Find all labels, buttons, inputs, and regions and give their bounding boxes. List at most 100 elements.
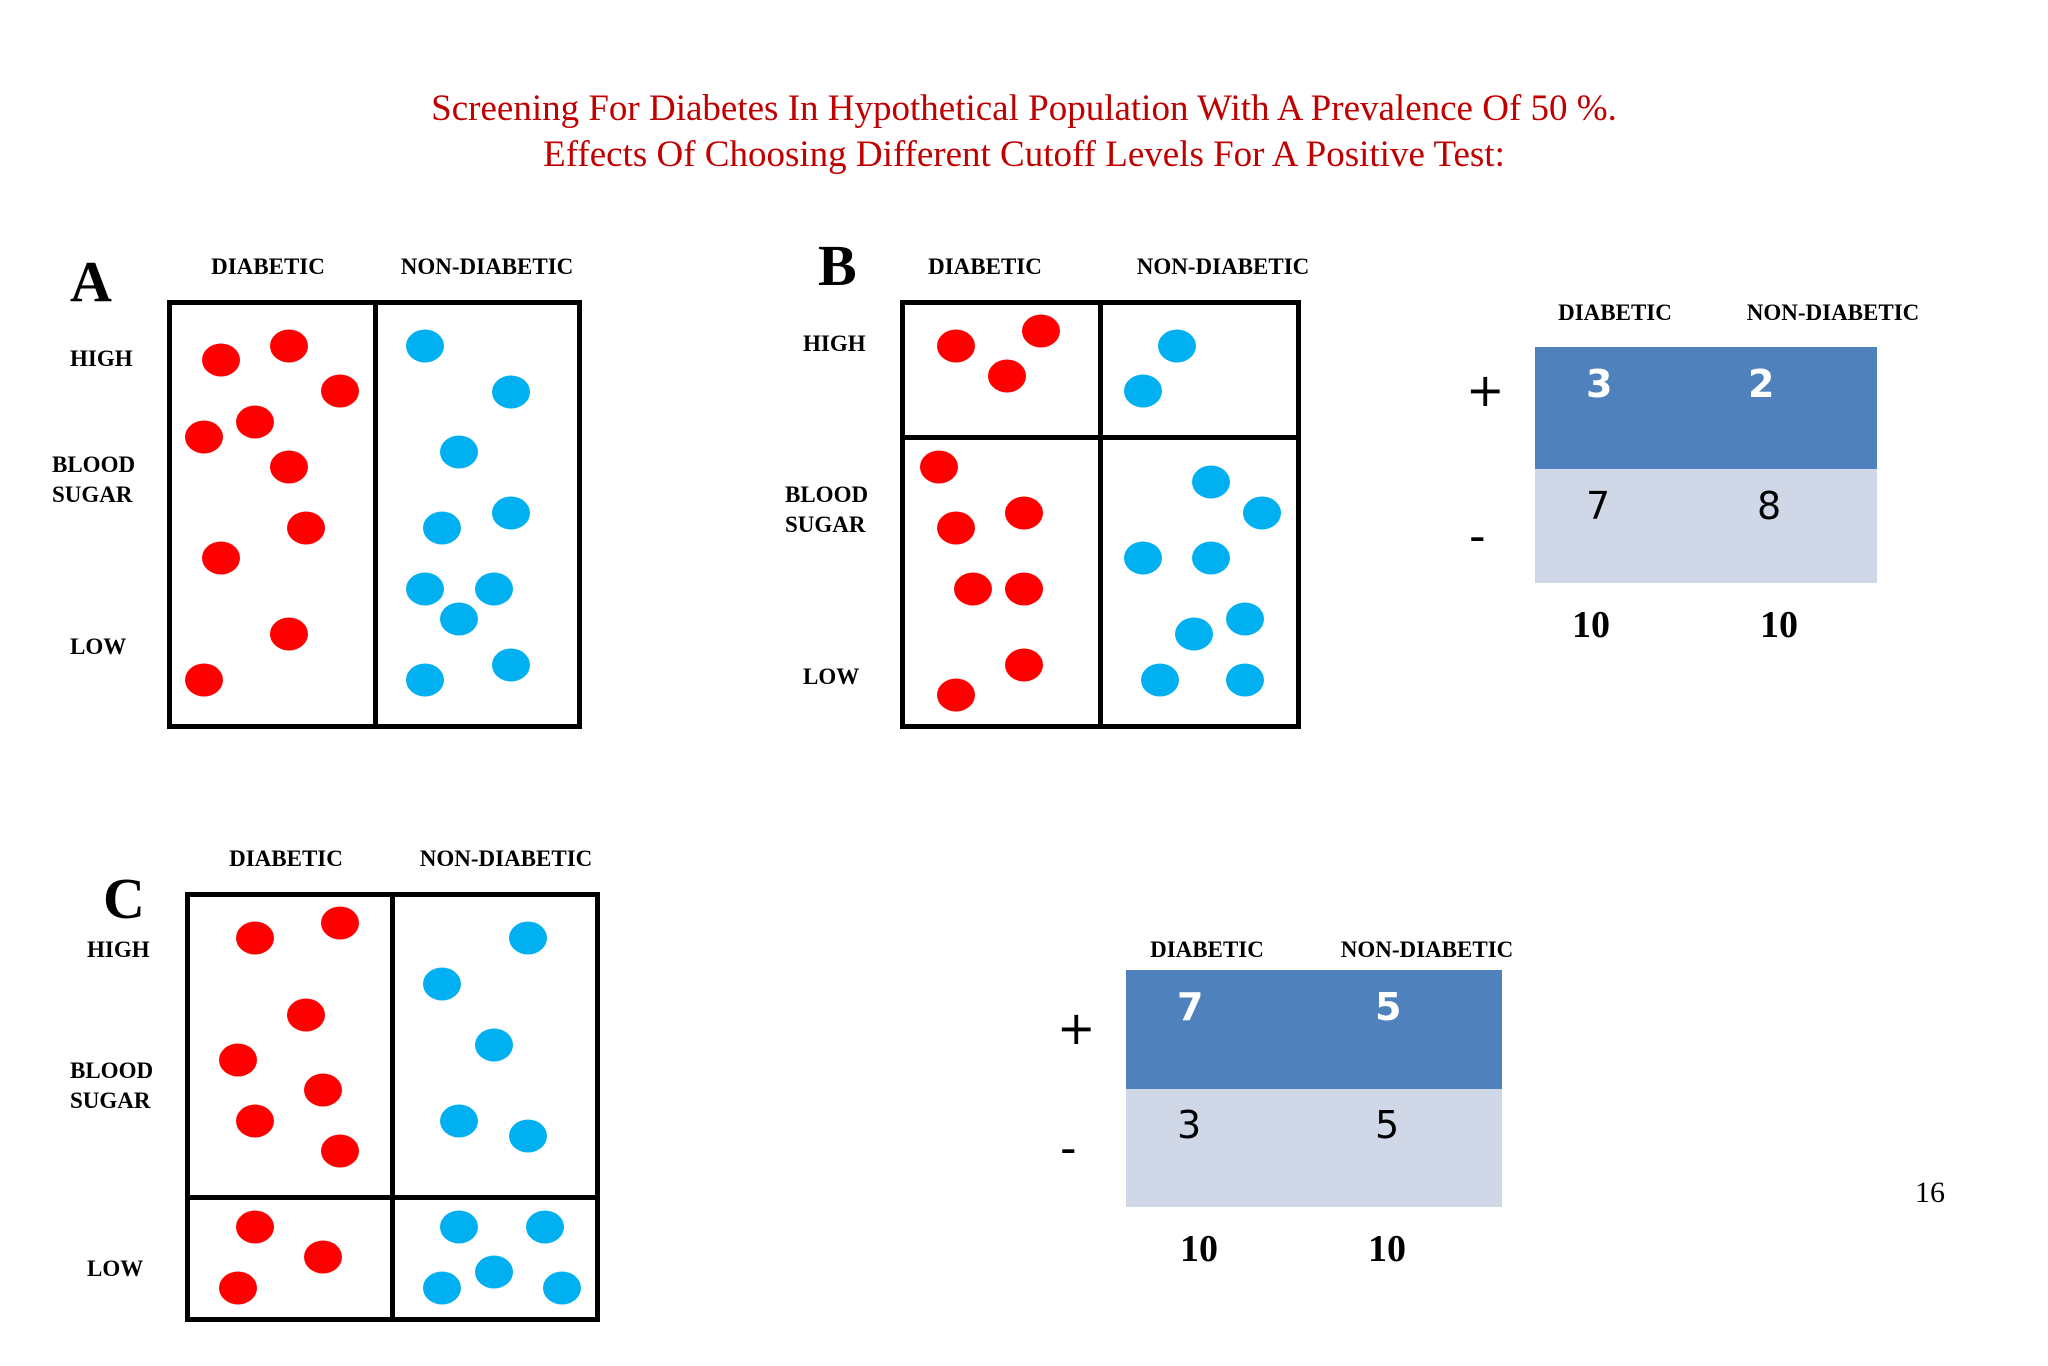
non-diabetic-dot — [406, 663, 444, 697]
panel-b-false-negative: 7 — [1586, 484, 1611, 528]
non-diabetic-dot — [406, 329, 444, 363]
non-diabetic-dot — [440, 435, 478, 469]
diabetic-dot — [937, 329, 975, 363]
non-diabetic-dot — [492, 496, 530, 530]
panel-b-negative-sign: - — [1469, 509, 1486, 563]
non-diabetic-dot — [1124, 541, 1162, 575]
panel-c-non-diabetic-header: NON-DIABETIC — [419, 846, 593, 871]
slide-title-line-2: Effects Of Choosing Different Cutoff Lev… — [543, 134, 1505, 175]
diabetic-dot — [937, 511, 975, 545]
non-diabetic-dot — [1192, 465, 1230, 499]
non-diabetic-dot — [475, 572, 513, 606]
non-diabetic-dot — [492, 375, 530, 409]
non-diabetic-dot — [475, 1028, 513, 1062]
panel-c-cutoff-line — [185, 1195, 600, 1200]
diabetic-dot — [270, 450, 308, 484]
diabetic-dot — [185, 420, 223, 454]
non-diabetic-dot — [1124, 374, 1162, 408]
panel-c-positive-sign: + — [1057, 1001, 1096, 1055]
panel-a-blood-label: BLOOD — [52, 452, 136, 477]
panel-a-letter: A — [70, 249, 112, 314]
non-diabetic-dot — [423, 511, 461, 545]
panel-b-false-positive: 2 — [1748, 362, 1775, 406]
panel-c-blood-label: BLOOD — [70, 1058, 154, 1083]
panel-b-letter: B — [818, 233, 857, 298]
panel-b-table-diabetic-header: DIABETIC — [1558, 300, 1672, 325]
non-diabetic-dot — [440, 1210, 478, 1244]
panel-b-low-label: LOW — [803, 664, 860, 689]
page-number: 16 — [1915, 1176, 1945, 1209]
non-diabetic-dot — [1243, 496, 1281, 530]
diabetic-dot — [287, 511, 325, 545]
diabetic-dot — [1005, 648, 1043, 682]
diabetic-dot — [236, 1104, 274, 1138]
diabetic-dot — [1022, 314, 1060, 348]
panel-c-table-diabetic-header: DIABETIC — [1150, 937, 1264, 962]
diabetic-dot — [236, 921, 274, 955]
non-diabetic-dot — [440, 602, 478, 636]
panel-b-column-divider — [1098, 300, 1103, 729]
diabetic-dot — [202, 541, 240, 575]
slide-title-line-1: Screening For Diabetes In Hypothetical P… — [431, 88, 1617, 129]
panel-c-true-positive: 7 — [1177, 985, 1204, 1029]
non-diabetic-dot — [1192, 541, 1230, 575]
panel-b-non-diabetic-header: NON-DIABETIC — [1136, 254, 1310, 279]
non-diabetic-dot — [1141, 663, 1179, 697]
non-diabetic-dot — [509, 921, 547, 955]
panel-c-negative-sign: - — [1060, 1121, 1077, 1175]
panel-b-table-non-diabetic-header: NON-DIABETIC — [1746, 300, 1920, 325]
diabetic-dot — [920, 450, 958, 484]
non-diabetic-dot — [423, 1271, 461, 1305]
panel-c-false-positive: 5 — [1375, 985, 1402, 1029]
diabetic-dot — [236, 405, 274, 439]
diabetic-dot — [321, 374, 359, 408]
panel-c-table-non-diabetic-header: NON-DIABETIC — [1340, 937, 1514, 962]
panel-b-high-label: HIGH — [803, 331, 866, 356]
panel-b-positive-row — [1535, 347, 1877, 469]
diabetic-dot — [1005, 572, 1043, 606]
diabetic-dot — [202, 343, 240, 377]
panel-c-diabetic-header: DIABETIC — [229, 846, 343, 871]
panel-c-sugar-label: SUGAR — [70, 1088, 151, 1113]
panel-c-high-label: HIGH — [87, 937, 150, 962]
non-diabetic-dot — [1175, 617, 1213, 651]
non-diabetic-dot — [1226, 602, 1264, 636]
diabetic-dot — [236, 1210, 274, 1244]
non-diabetic-dot — [406, 572, 444, 606]
non-diabetic-dot — [475, 1255, 513, 1289]
diabetic-dot — [219, 1271, 257, 1305]
panel-c-negative-row — [1126, 1089, 1502, 1207]
diabetic-dot — [270, 617, 308, 651]
diabetic-dot — [270, 329, 308, 363]
panel-b-blood-label: BLOOD — [785, 482, 869, 507]
diabetic-dot — [219, 1043, 257, 1077]
panel-a-diabetic-header: DIABETIC — [211, 254, 325, 279]
non-diabetic-dot — [1226, 663, 1264, 697]
diabetic-dot — [937, 678, 975, 712]
panel-b-cutoff-line — [900, 435, 1301, 440]
diabetic-dot — [1005, 496, 1043, 530]
panel-c-total-non-diabetic: 10 — [1368, 1228, 1406, 1270]
non-diabetic-dot — [492, 648, 530, 682]
panel-c-positive-row — [1126, 970, 1502, 1089]
non-diabetic-dot — [423, 967, 461, 1001]
panel-a-low-label: LOW — [70, 634, 127, 659]
non-diabetic-dot — [526, 1210, 564, 1244]
panel-b-true-negative: 8 — [1757, 484, 1782, 528]
panel-a-high-label: HIGH — [70, 346, 133, 371]
diabetic-dot — [304, 1073, 342, 1107]
diabetic-dot — [954, 572, 992, 606]
panel-b-negative-row — [1535, 469, 1877, 583]
diabetic-dot — [185, 663, 223, 697]
panel-b-total-non-diabetic: 10 — [1760, 604, 1798, 646]
panel-b-diabetic-header: DIABETIC — [928, 254, 1042, 279]
panel-c-letter: C — [103, 866, 145, 931]
non-diabetic-dot — [543, 1271, 581, 1305]
panel-a-non-diabetic-header: NON-DIABETIC — [400, 254, 574, 279]
diabetic-dot — [287, 998, 325, 1032]
panel-b-sugar-label: SUGAR — [785, 512, 866, 537]
panel-c-true-negative: 5 — [1375, 1103, 1400, 1147]
panel-c-low-label: LOW — [87, 1256, 144, 1281]
non-diabetic-dot — [440, 1104, 478, 1138]
panel-b-true-positive: 3 — [1586, 362, 1613, 406]
